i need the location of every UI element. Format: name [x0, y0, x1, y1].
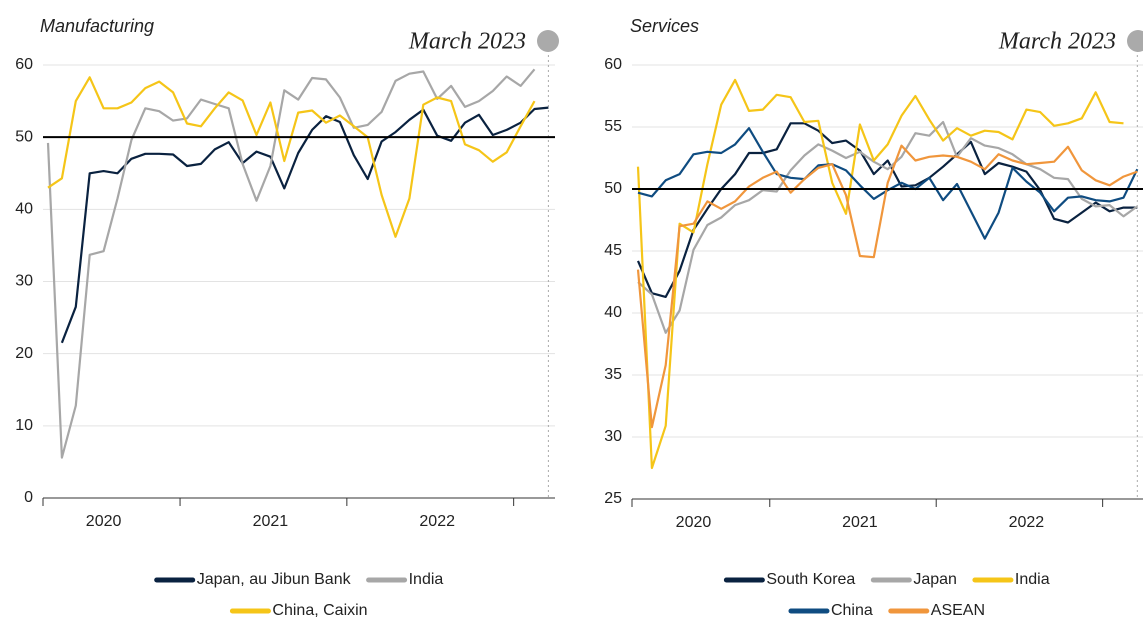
- y-tick-label: 35: [604, 366, 622, 383]
- x-tick-label: 2020: [86, 513, 122, 530]
- annotation: March 2023: [408, 29, 526, 55]
- legend-row: Japan, au Jibun Bank India: [154, 571, 444, 588]
- annotation: March 2023: [998, 29, 1116, 55]
- series-line: [60, 106, 549, 344]
- y-tick-label: 40: [15, 201, 33, 218]
- series-line: [636, 78, 1124, 470]
- y-tick-label: 25: [604, 490, 622, 507]
- x-tick-label: 2022: [1009, 514, 1045, 531]
- y-tick-label: 20: [15, 345, 33, 362]
- panel-title: Manufacturing: [40, 16, 154, 36]
- legend-label: Japan, au Jibun Bank: [197, 571, 352, 588]
- y-tick-label: 0: [24, 489, 33, 506]
- y-tick-label: 30: [604, 428, 622, 445]
- panel-title: Services: [630, 16, 699, 36]
- legend-label: India: [1015, 571, 1050, 588]
- legend-row: China, Caixin: [229, 602, 368, 619]
- legend-label: Japan: [913, 571, 957, 588]
- annotation-dot: [537, 30, 559, 52]
- y-tick-label: 60: [604, 56, 622, 73]
- y-tick-label: 60: [15, 56, 33, 73]
- x-tick-label: 2021: [253, 513, 289, 530]
- legend-label: South Korea: [766, 571, 855, 588]
- x-tick-label: 2020: [676, 514, 712, 531]
- x-tick-label: 2022: [419, 513, 455, 530]
- legend-row: China ASEAN: [788, 602, 985, 619]
- annotation-dot: [1127, 30, 1143, 52]
- series-line: [46, 68, 536, 459]
- series-line: [637, 127, 1139, 240]
- y-tick-label: 10: [15, 417, 33, 434]
- legend-label: China: [831, 602, 873, 619]
- x-tick-label: 2021: [842, 514, 878, 531]
- series-line: [636, 144, 1138, 429]
- y-tick-label: 30: [15, 273, 33, 290]
- y-tick-label: 50: [604, 180, 622, 197]
- legend-label: ASEAN: [931, 602, 985, 619]
- legend-label: China, Caixin: [272, 602, 367, 619]
- series-line: [637, 120, 1138, 334]
- y-tick-label: 50: [15, 128, 33, 145]
- y-tick-label: 45: [604, 242, 622, 259]
- series-line: [636, 122, 1138, 298]
- legend-row: South Korea Japan India: [723, 571, 1050, 588]
- legend-label: India: [409, 571, 444, 588]
- y-tick-label: 40: [604, 304, 622, 321]
- y-tick-label: 55: [604, 118, 622, 135]
